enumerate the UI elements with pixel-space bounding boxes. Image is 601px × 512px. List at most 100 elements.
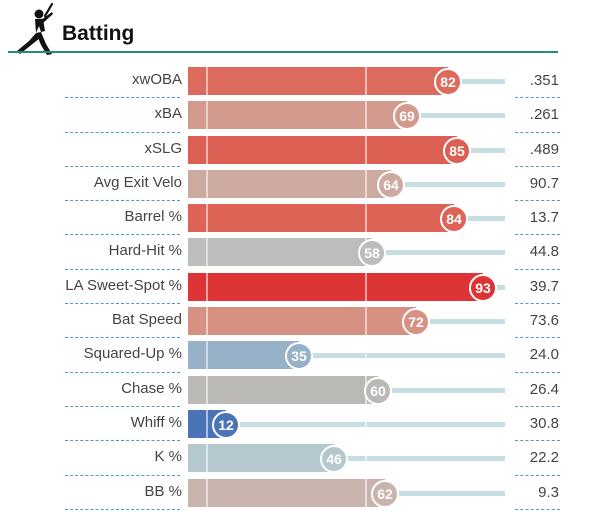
percentile-badge: 72: [402, 308, 430, 337]
gridline: [206, 67, 208, 95]
row-divider: [65, 508, 180, 510]
table-row: K % 46 22.2: [0, 441, 601, 476]
metric-label: Bat Speed: [111, 311, 182, 329]
gridline: [365, 101, 367, 130]
table-row: xSLG 85 .489: [0, 133, 601, 167]
metric-label: K %: [154, 448, 182, 466]
metric-label: Hard-Hit %: [108, 242, 182, 260]
stat-value: 13.7: [529, 209, 559, 227]
metric-label: Whiff %: [130, 413, 182, 431]
gridline: [206, 272, 208, 301]
gridline: [365, 478, 367, 507]
gridline: [206, 444, 208, 473]
percentile-badge: 46: [320, 445, 348, 474]
metric-label: Chase %: [121, 379, 182, 397]
row-divider: [65, 371, 180, 373]
metric-label: BB %: [144, 482, 182, 500]
percentile-badge: 12: [212, 410, 240, 439]
gridline: [365, 169, 367, 198]
gridline: [206, 204, 208, 233]
gridline: [206, 375, 208, 404]
gridline: [206, 135, 208, 164]
percentile-badge: 85: [443, 136, 471, 165]
row-divider: [515, 200, 560, 202]
row-divider: [515, 131, 560, 133]
row-divider: [65, 97, 180, 99]
percentile-badge: 69: [393, 102, 421, 131]
table-row: Chase % 60 26.4: [0, 373, 601, 407]
stat-value: 90.7: [529, 174, 559, 192]
gridline: [365, 204, 367, 233]
percentile-bar: [188, 204, 454, 233]
table-row: Hard-Hit % 58 44.8: [0, 235, 601, 270]
stat-value: 22.2: [529, 449, 559, 467]
row-divider: [65, 200, 180, 202]
metric-label: LA Sweet-Spot %: [65, 276, 182, 294]
row-divider: [515, 371, 560, 373]
metric-label: xwOBA: [131, 71, 182, 88]
row-divider: [65, 268, 180, 270]
row-divider: [65, 165, 180, 167]
stat-value: 9.3: [538, 483, 559, 501]
metric-label: xSLG: [144, 139, 182, 157]
table-row: Bat Speed 72 73.6: [0, 304, 601, 339]
row-divider: [515, 337, 560, 339]
percentile-badge: 82: [434, 68, 462, 96]
table-row: xBA 69 .261: [0, 98, 601, 133]
gridline: [365, 272, 367, 301]
stat-value: .261: [529, 106, 559, 124]
row-divider: [65, 440, 180, 442]
gridline: [365, 444, 367, 473]
stat-value: 73.6: [529, 312, 559, 330]
percentile-bar: [188, 272, 483, 301]
percentile-badge: 84: [440, 205, 468, 234]
stat-value: 39.7: [529, 277, 559, 295]
stat-value: 24.0: [529, 346, 559, 364]
row-divider: [515, 97, 560, 99]
percentile-badge: 60: [364, 376, 392, 405]
row-divider: [65, 303, 180, 305]
row-divider: [65, 337, 180, 339]
row-divider: [515, 234, 560, 236]
section-header: Batting: [0, 0, 601, 56]
row-divider: [515, 508, 560, 510]
percentile-track: [188, 353, 505, 359]
gridline: [206, 478, 208, 507]
gridline: [206, 341, 208, 370]
percentile-bar: [188, 238, 372, 267]
table-row: BB % 62 9.3: [0, 476, 601, 510]
stat-value: .351: [529, 72, 559, 89]
percentile-bar: [188, 478, 385, 507]
gridline: [365, 67, 367, 95]
percentile-badge: 62: [371, 479, 399, 508]
gridline: [206, 101, 208, 130]
table-row: Squared-Up % 35 24.0: [0, 338, 601, 373]
percentile-badge: 58: [358, 239, 386, 268]
gridline: [365, 341, 367, 370]
header-rule: [8, 51, 558, 53]
row-divider: [515, 303, 560, 305]
percentile-badge: 64: [377, 170, 405, 199]
metric-label: xBA: [154, 105, 182, 123]
section-title: Batting: [62, 22, 135, 45]
gridline: [206, 307, 208, 336]
row-divider: [515, 268, 560, 270]
metric-label: Barrel %: [124, 208, 182, 226]
table-row: Avg Exit Velo 64 90.7: [0, 167, 601, 202]
percentile-chart: xwOBA 82 .351 xBA 69 .261 xSLG 85 .489 Avg Exit V…: [0, 64, 601, 510]
percentile-bar: [188, 67, 448, 95]
percentile-bar: [188, 375, 378, 404]
table-row: xwOBA 82 .351: [0, 64, 601, 99]
stat-value: .489: [529, 140, 559, 158]
table-row: LA Sweet-Spot % 93 39.7: [0, 270, 601, 305]
gridline: [365, 135, 367, 164]
percentile-badge: 35: [285, 342, 313, 371]
batter-icon: [17, 2, 54, 55]
metric-label: Avg Exit Velo: [93, 173, 182, 191]
row-divider: [515, 165, 560, 167]
gridline: [206, 238, 208, 267]
table-row: Whiff % 12 30.8: [0, 407, 601, 442]
stat-value: 44.8: [529, 243, 559, 261]
gridline: [206, 169, 208, 198]
row-divider: [65, 131, 180, 133]
